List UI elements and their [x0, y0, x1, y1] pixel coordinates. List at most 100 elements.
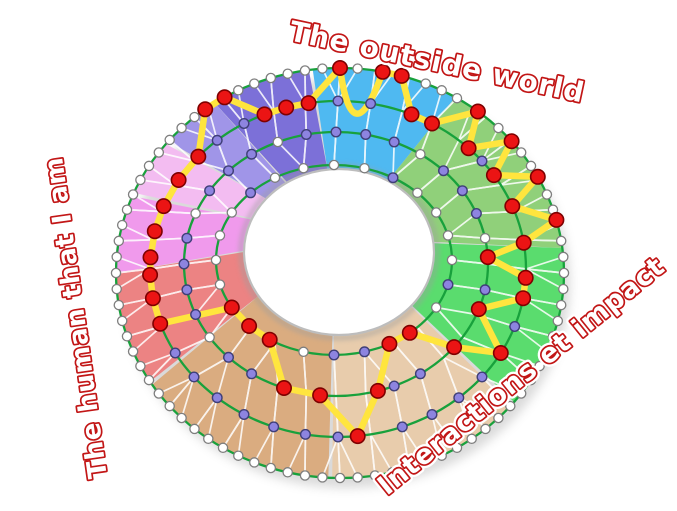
center-hole: [238, 163, 440, 341]
path-node: [548, 211, 565, 228]
ring-outer-node: [493, 122, 504, 134]
path-node: [479, 249, 496, 266]
ring-outer-node: [116, 219, 128, 231]
ring-inner-node: [446, 254, 458, 266]
path-node: [374, 63, 391, 80]
ring-outer-node: [515, 388, 527, 399]
ring-third-node: [178, 258, 190, 270]
ring-outer-node: [387, 467, 398, 478]
ring-outer-node: [541, 346, 553, 357]
ring-second-node: [396, 421, 408, 433]
path-node: [485, 167, 502, 184]
ring-inner-node: [359, 162, 370, 174]
path-node: [515, 290, 532, 307]
sector-tan-dark: [152, 296, 333, 478]
ring-outer-node: [111, 283, 122, 295]
ring-inner-node: [387, 172, 399, 184]
ring-third-node: [360, 128, 372, 140]
path-node: [349, 428, 366, 445]
path-node: [446, 339, 463, 356]
ring-outer-node: [233, 450, 244, 461]
ring-second-node: [332, 431, 344, 443]
path-node: [393, 67, 410, 84]
ring-outer-node: [525, 160, 537, 172]
ring-third-node: [330, 126, 342, 138]
ring-inner-node: [226, 207, 238, 218]
path-node: [469, 103, 486, 120]
ring-outer-node: [558, 283, 569, 295]
ring-outer-node: [265, 462, 277, 474]
ring-outer-node: [135, 174, 146, 186]
ring-third-node: [479, 284, 491, 296]
ring-second-node: [188, 371, 200, 383]
ring-outer-node: [420, 457, 431, 468]
ring-second-node: [238, 117, 250, 129]
ring-outer-node: [111, 251, 122, 263]
ring-outer-node: [143, 374, 155, 386]
ring-inner-node: [442, 279, 454, 291]
ring-outer-node: [176, 412, 187, 424]
path-node: [312, 387, 329, 404]
path-node: [170, 172, 187, 189]
ring-outer-node: [249, 457, 260, 468]
ring-third-node: [272, 136, 284, 148]
ring-inner-node: [430, 207, 442, 218]
ring-inner-node: [430, 302, 442, 313]
ring-outer-node: [352, 63, 363, 74]
ring-outer-node: [113, 299, 125, 311]
ring-outer-node: [451, 92, 463, 104]
ring-outer-node: [153, 388, 165, 399]
ring-third-node: [456, 185, 468, 197]
ring-nodes: [110, 63, 570, 484]
ring-outer-node: [534, 360, 545, 372]
ring-third-node: [388, 136, 400, 148]
path-node: [144, 290, 161, 307]
ring-outer-node: [282, 467, 293, 478]
path-node: [460, 140, 477, 157]
path-node: [503, 133, 520, 150]
ring-third-node: [222, 165, 234, 177]
path-node: [275, 379, 292, 396]
ring-inner-node: [245, 187, 257, 199]
ring-outer-node: [334, 472, 346, 484]
ring-second-node: [238, 409, 250, 421]
label-human-that-i-am: The human that I am: [39, 155, 114, 481]
ring-outer-node: [189, 423, 200, 435]
ring-inner-node: [412, 187, 423, 199]
ring-outer-node: [515, 147, 527, 158]
path-node: [492, 344, 509, 361]
ring-second-node: [268, 421, 280, 433]
path-node: [529, 168, 546, 185]
ring-inner-node: [442, 230, 454, 241]
ring-second-node: [365, 98, 377, 110]
ring-second-node: [299, 428, 311, 440]
ring-third-node: [204, 332, 215, 343]
ring-outer-node: [121, 331, 133, 342]
path-node: [197, 101, 214, 118]
ring-third-node: [470, 207, 482, 219]
ring-outer-node: [127, 346, 139, 357]
ring-outer-node: [121, 204, 133, 215]
ring-outer-node: [317, 63, 328, 74]
path-node: [331, 59, 348, 76]
ring-second-node: [453, 392, 465, 404]
ring-outer-node: [552, 315, 564, 327]
ring-second-node: [211, 392, 223, 404]
ring-third-node: [181, 232, 193, 244]
ring-outer-node: [299, 470, 311, 481]
ring-inner-node: [359, 346, 371, 358]
ring-outer-node: [436, 85, 447, 96]
ring-outer-node: [369, 470, 381, 481]
ring-outer-node: [164, 400, 175, 412]
path-node: [278, 99, 295, 116]
path-node: [381, 335, 398, 352]
ring-outer-node: [164, 134, 175, 146]
path-red-nodes: [142, 59, 565, 445]
ring-outer-node: [525, 374, 537, 386]
ring-outer-node: [265, 72, 277, 84]
ring-outer-node: [249, 78, 260, 89]
path-node: [223, 299, 240, 316]
ring-outer-node: [233, 85, 244, 96]
ring-inner-node: [269, 172, 281, 183]
path-node: [423, 115, 440, 132]
